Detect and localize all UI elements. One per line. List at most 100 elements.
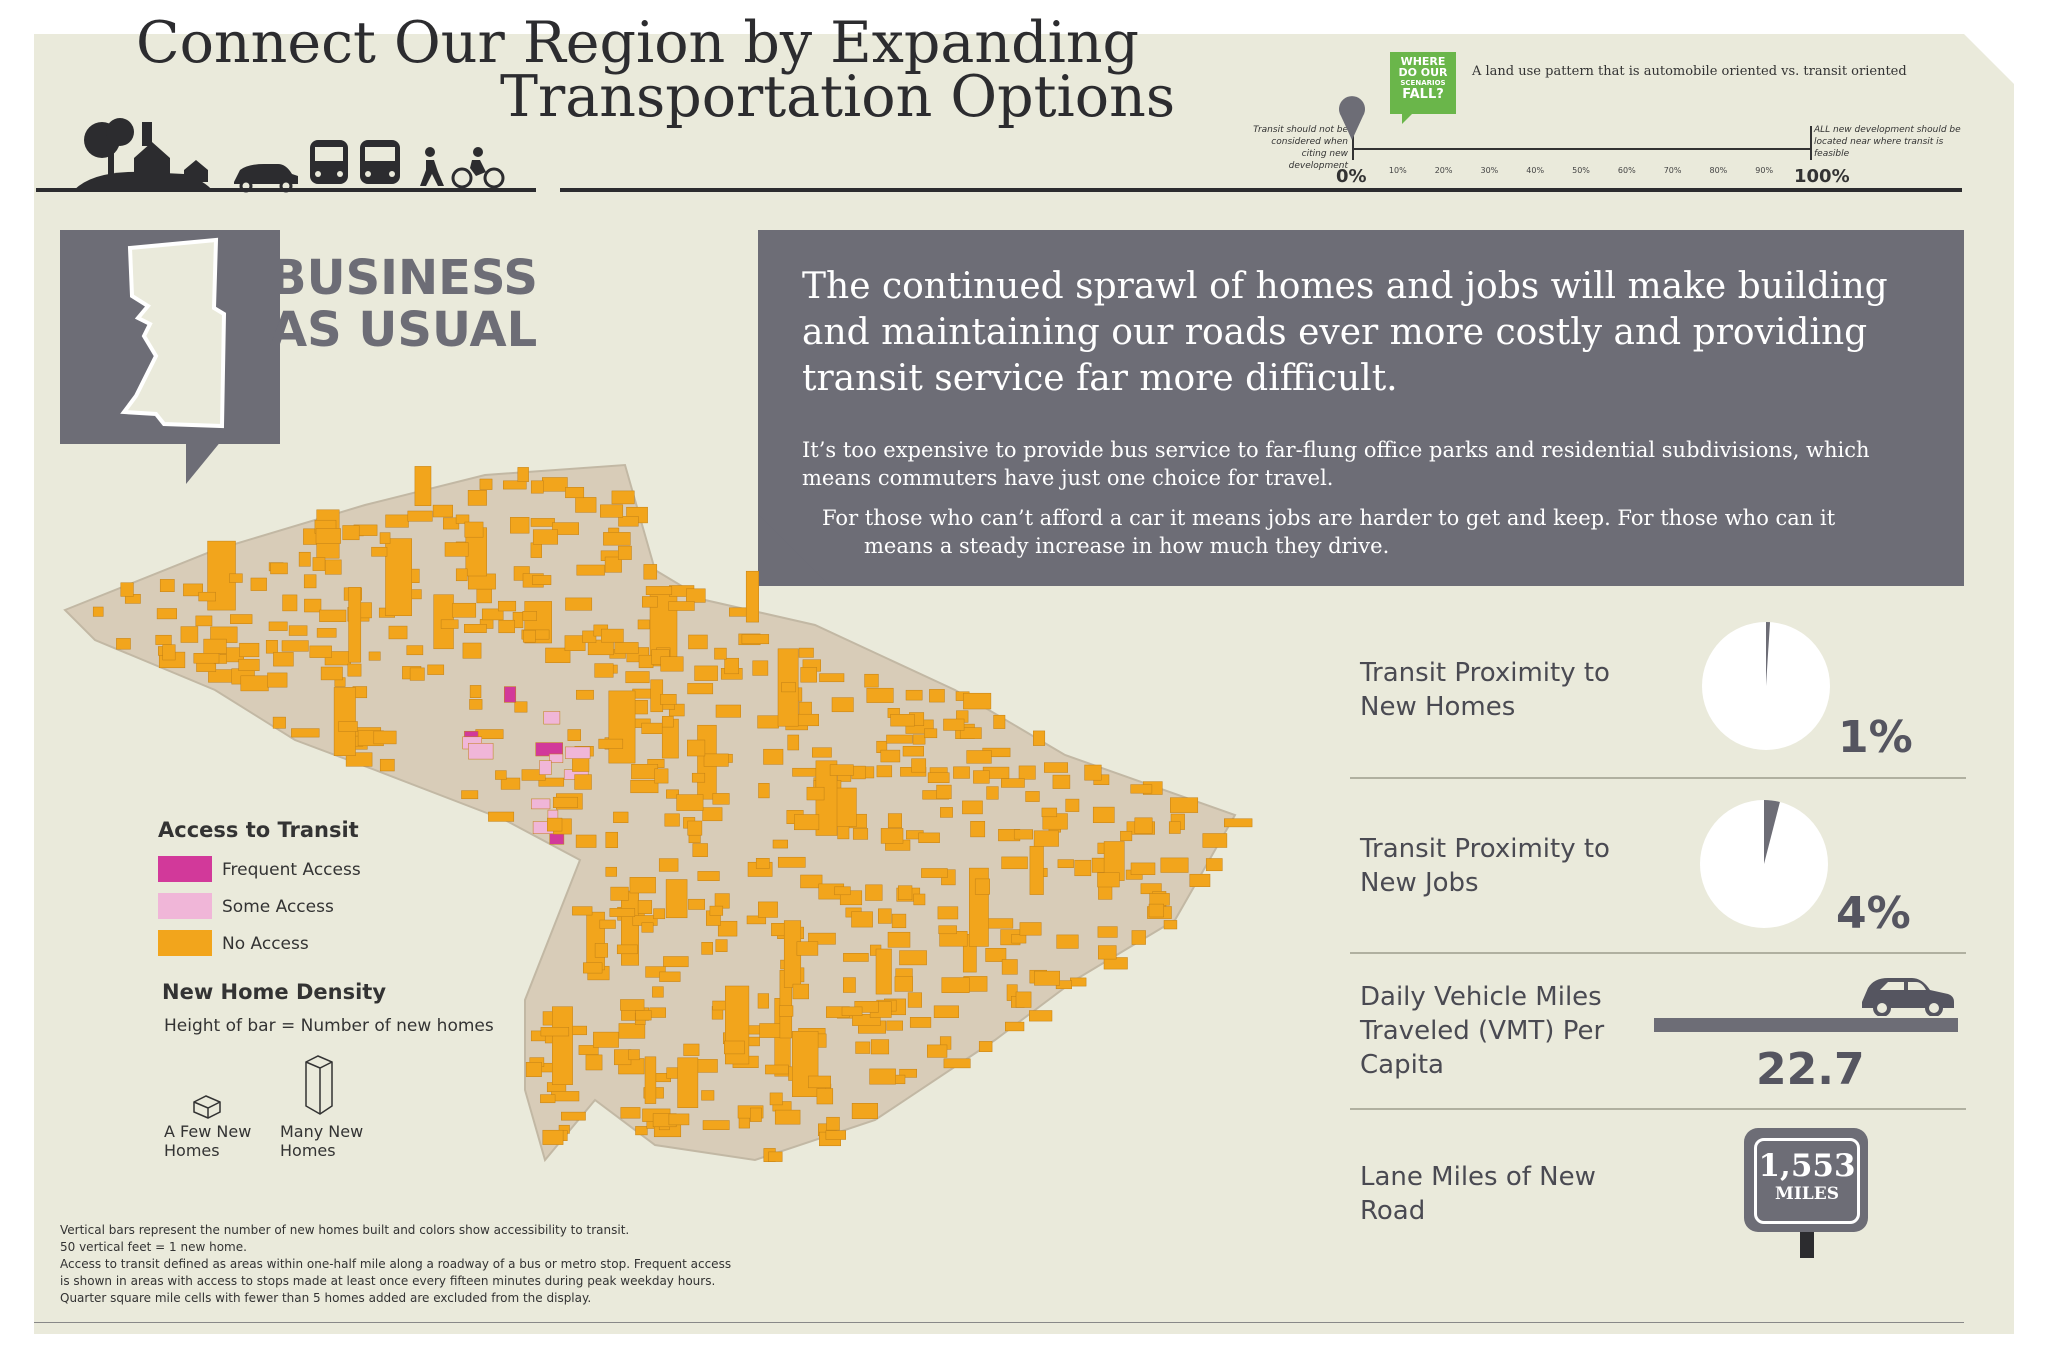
- map-cell: [549, 832, 565, 845]
- scale-min-label: 0%: [1336, 166, 1367, 187]
- map-cell: [585, 1054, 603, 1071]
- map-cell: [444, 542, 469, 557]
- road-sign-number: 1,553: [1758, 1148, 1856, 1184]
- map-cell: [481, 608, 504, 621]
- map-cell: [270, 562, 288, 575]
- map-cell: [687, 820, 703, 836]
- map-cell: [561, 1111, 586, 1121]
- scale-tick-label: 10%: [1388, 166, 1407, 175]
- map-cell: [565, 597, 593, 611]
- region-box-pointer: [186, 440, 222, 484]
- map-cell: [929, 689, 945, 703]
- map-cell: [1074, 859, 1092, 877]
- scenario-title-line-2: AS USUAL: [270, 302, 538, 358]
- sign-post: [1800, 1226, 1814, 1258]
- map-cell: [677, 1057, 699, 1108]
- map-cell: [545, 647, 571, 663]
- scale-tick-label: 20%: [1434, 166, 1453, 175]
- map-cell: [750, 1107, 762, 1122]
- map-cell: [825, 1130, 846, 1140]
- map-cell: [455, 568, 468, 582]
- map-cell: [567, 729, 581, 741]
- map-cell: [504, 686, 517, 703]
- map-cell: [604, 556, 622, 573]
- map-cell: [116, 638, 131, 650]
- frequent-access-label: Frequent Access: [222, 860, 361, 880]
- page-title: Connect Our Region by Expanding Transpor…: [136, 15, 1236, 126]
- map-cell: [379, 758, 395, 772]
- map-cell: [303, 574, 317, 589]
- map-cell: [1056, 934, 1079, 949]
- map-cell: [298, 551, 311, 567]
- map-cell: [315, 528, 341, 544]
- map-cell: [819, 673, 845, 683]
- map-cell: [1019, 922, 1042, 936]
- map-cell: [963, 692, 992, 710]
- map-cell: [462, 642, 482, 659]
- map-cell: [183, 583, 203, 597]
- map-cell: [521, 769, 546, 781]
- map-cell: [645, 586, 673, 595]
- map-cell: [777, 856, 806, 868]
- map-cell: [549, 753, 564, 763]
- map-cell: [909, 1017, 932, 1028]
- map-cell: [886, 734, 913, 744]
- map-cell: [962, 800, 983, 815]
- map-cell: [905, 689, 923, 701]
- map-cell: [600, 504, 624, 518]
- map-cell: [1131, 930, 1146, 945]
- map-cell: [899, 1068, 917, 1078]
- map-cell: [665, 879, 688, 919]
- no-access-label: No Access: [222, 934, 309, 954]
- map-cell: [635, 1126, 648, 1136]
- map-cell: [763, 748, 784, 765]
- map-cell: [688, 898, 705, 910]
- map-cell: [993, 714, 1006, 729]
- map-cell: [312, 557, 326, 571]
- map-cell: [724, 1040, 745, 1055]
- map-cell: [1130, 784, 1153, 794]
- map-cell: [973, 770, 990, 784]
- map-cell: [635, 1010, 652, 1021]
- map-cell: [608, 690, 636, 764]
- map-cell: [953, 766, 970, 779]
- map-cell: [943, 1058, 971, 1069]
- map-cell: [230, 614, 253, 624]
- map-cell: [530, 480, 544, 494]
- callout-panel-shape: [758, 230, 1964, 586]
- map-cell: [663, 956, 689, 968]
- map-cell: [870, 1039, 890, 1055]
- map-cell: [772, 839, 788, 849]
- map-cell: [455, 514, 470, 524]
- map-cell: [1029, 1010, 1053, 1022]
- map-cell: [1005, 1021, 1025, 1032]
- map-cell: [467, 490, 487, 506]
- car-icon: [234, 164, 298, 184]
- map-cell: [985, 948, 1007, 962]
- map-cell: [703, 753, 729, 767]
- no-access-swatch: [158, 930, 212, 956]
- map-cell: [598, 738, 624, 749]
- map-cell: [938, 925, 957, 935]
- map-cell: [702, 807, 723, 822]
- map-cell: [265, 640, 278, 654]
- map-cell: [880, 828, 904, 844]
- map-cell: [724, 657, 739, 675]
- map-cell: [407, 510, 433, 522]
- scale-tick-label: 40%: [1526, 166, 1545, 175]
- map-cell: [582, 630, 597, 643]
- map-cell: [1015, 991, 1032, 1008]
- map-cell: [618, 516, 639, 527]
- map-cell: [576, 689, 594, 700]
- map-cell: [594, 943, 608, 958]
- map-cell: [898, 885, 913, 901]
- map-cell: [538, 777, 565, 787]
- map-cell: [843, 953, 869, 962]
- map-cell: [1041, 807, 1058, 818]
- region-3d-map: [63, 463, 1253, 1163]
- map-cell: [911, 758, 927, 773]
- callout-paragraph-2-line-2: means a steady increase in how much they…: [864, 534, 1390, 558]
- map-cell: [239, 642, 260, 658]
- road-sign-face: 1,553 MILES: [1754, 1138, 1860, 1224]
- map-cell: [1163, 920, 1178, 930]
